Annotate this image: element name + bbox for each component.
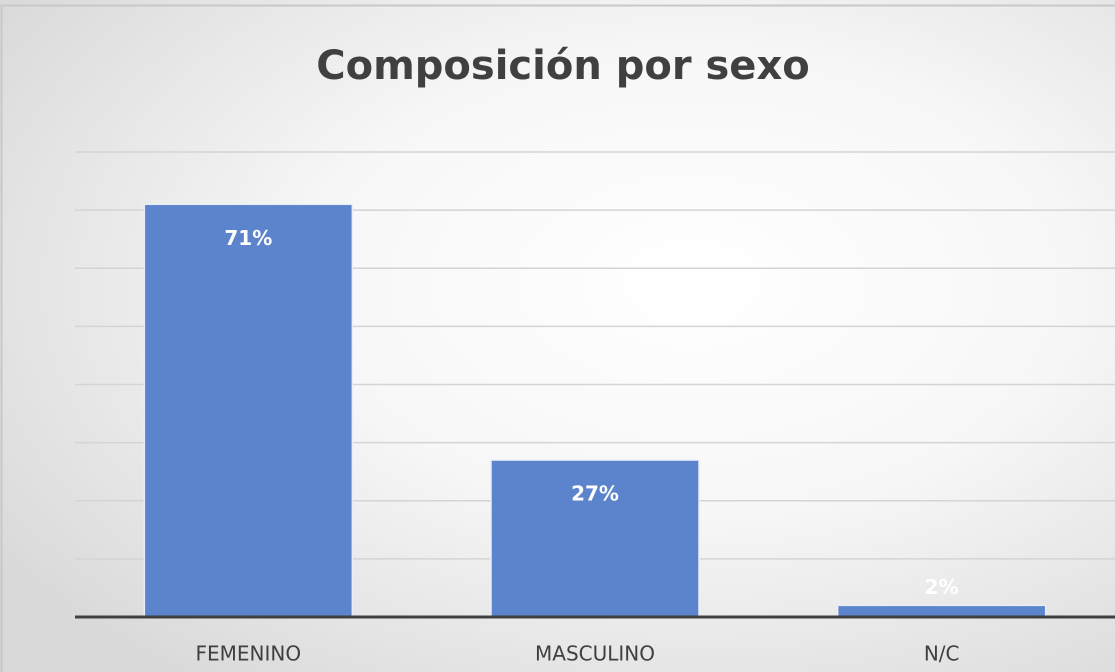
bar <box>490 459 700 618</box>
x-tick-label: N/C <box>924 642 960 666</box>
chart-title: Composición por sexo <box>316 43 809 89</box>
bar <box>836 604 1047 618</box>
data-label: 27% <box>571 482 619 506</box>
chart-border <box>0 4 1115 672</box>
data-label: 71% <box>224 226 272 250</box>
data-label: 2% <box>925 575 959 599</box>
bar <box>143 203 354 618</box>
x-tick-label: FEMENINO <box>196 642 302 666</box>
x-tick-label: MASCULINO <box>535 642 655 666</box>
